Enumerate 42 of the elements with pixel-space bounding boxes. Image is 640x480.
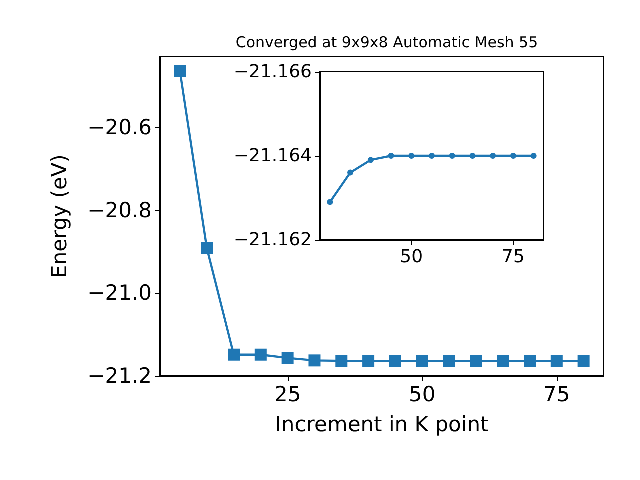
x-tick-label: 25	[274, 382, 302, 406]
point	[490, 153, 496, 159]
point	[388, 153, 394, 159]
y-tick-label: −21.162	[234, 230, 312, 250]
y-tick-label: −21.166	[234, 62, 312, 82]
y-tick-label: −21.2	[88, 364, 152, 388]
y-tick-label: −20.6	[88, 115, 152, 140]
point	[510, 153, 516, 159]
point	[416, 355, 428, 368]
point	[550, 355, 563, 368]
y-tick-label: −20.8	[88, 198, 152, 222]
point	[524, 355, 536, 368]
point	[429, 153, 435, 159]
x-tick-label: 50	[400, 246, 424, 268]
point	[282, 352, 294, 364]
point	[348, 170, 354, 176]
x-axis-title: Increment in K point	[275, 412, 489, 436]
point	[470, 153, 476, 159]
point	[368, 157, 374, 164]
point	[228, 348, 240, 361]
point	[201, 242, 214, 254]
x-tick-label: 50	[408, 382, 436, 406]
point	[254, 348, 267, 361]
point	[362, 355, 375, 368]
point	[174, 66, 186, 78]
y-axis-title: Energy (eV)	[48, 154, 72, 278]
point	[470, 355, 482, 368]
point	[530, 153, 537, 159]
y-tick-label: −21.164	[234, 146, 312, 166]
point	[497, 355, 510, 368]
point	[308, 354, 321, 367]
x-tick-label: 75	[544, 382, 570, 406]
y-tick-label: −21.0	[88, 281, 152, 306]
x-tick-label: 75	[502, 246, 525, 268]
point	[449, 153, 456, 159]
chart-title: Converged at 9x9x8 Automatic Mesh 55	[236, 34, 538, 52]
point	[336, 355, 348, 368]
point	[327, 199, 334, 206]
point	[578, 355, 590, 368]
point	[443, 355, 456, 368]
point	[408, 153, 415, 159]
point	[389, 355, 402, 368]
